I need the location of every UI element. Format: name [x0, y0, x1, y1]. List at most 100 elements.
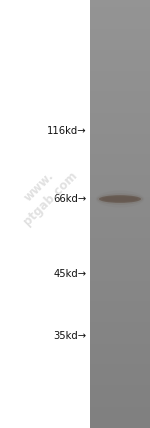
Bar [90, 238, 150, 240]
Bar [90, 254, 150, 256]
Bar [90, 241, 150, 243]
Bar [90, 244, 150, 245]
Bar [90, 53, 150, 54]
Bar [90, 337, 150, 338]
Bar [90, 23, 150, 24]
Bar [90, 36, 150, 37]
Bar [90, 368, 150, 369]
Bar [90, 402, 150, 404]
Bar [90, 187, 150, 188]
Bar [90, 220, 150, 221]
Bar [90, 151, 150, 153]
Bar [90, 312, 150, 314]
Bar [90, 59, 150, 60]
Bar [90, 427, 150, 428]
Bar [90, 251, 150, 253]
Bar [90, 138, 150, 140]
Bar [90, 208, 150, 210]
Bar [90, 120, 150, 121]
Bar [90, 375, 150, 377]
Bar [90, 48, 150, 50]
Bar [90, 117, 150, 119]
Bar [90, 377, 150, 378]
Bar [90, 351, 150, 352]
Bar [90, 214, 150, 215]
Bar [90, 372, 150, 374]
Bar [90, 108, 150, 110]
Bar [90, 325, 150, 327]
Bar [90, 168, 150, 170]
Bar [90, 232, 150, 234]
Bar [90, 18, 150, 20]
Bar [90, 185, 150, 187]
Bar [90, 297, 150, 298]
Bar [90, 342, 150, 344]
Bar [90, 143, 150, 144]
Bar [90, 127, 150, 128]
Bar [90, 90, 150, 91]
Bar [90, 416, 150, 418]
Bar [90, 294, 150, 295]
Bar [90, 7, 150, 9]
Bar [90, 270, 150, 271]
Bar [90, 191, 150, 193]
Bar [90, 414, 150, 415]
Bar [90, 382, 150, 384]
Bar [90, 365, 150, 367]
Bar [90, 200, 150, 201]
Bar [90, 277, 150, 278]
Bar [90, 327, 150, 328]
Bar [90, 253, 150, 254]
Bar [90, 171, 150, 172]
Bar [90, 265, 150, 267]
Bar [90, 124, 150, 125]
Bar [90, 210, 150, 211]
Bar [90, 26, 150, 27]
Bar [90, 213, 150, 214]
Bar [90, 257, 150, 258]
Bar [90, 141, 150, 143]
Bar [90, 202, 150, 204]
Bar [90, 175, 150, 177]
Bar [90, 228, 150, 230]
Bar [90, 147, 150, 149]
Bar [90, 107, 150, 108]
Bar [90, 295, 150, 297]
Bar [90, 76, 150, 77]
Bar [90, 12, 150, 13]
Bar [90, 198, 150, 200]
Bar [90, 56, 150, 57]
Bar [90, 0, 150, 1]
Bar [90, 29, 150, 30]
Bar [90, 84, 150, 86]
Bar [90, 172, 150, 174]
Bar [90, 309, 150, 311]
Bar [90, 83, 150, 84]
Bar [90, 146, 150, 147]
Bar [90, 344, 150, 345]
Bar [90, 330, 150, 331]
Bar [90, 46, 150, 47]
Bar [90, 81, 150, 83]
Bar [90, 290, 150, 291]
Bar [90, 63, 150, 64]
Bar [90, 287, 150, 288]
Bar [90, 100, 150, 101]
Text: 116kd→: 116kd→ [47, 125, 86, 136]
Ellipse shape [102, 196, 138, 202]
Bar [90, 301, 150, 303]
Bar [90, 123, 150, 124]
Bar [90, 157, 150, 158]
Bar [90, 230, 150, 231]
Bar [90, 348, 150, 350]
Bar [90, 64, 150, 65]
Bar [90, 237, 150, 238]
Bar [90, 399, 150, 401]
Bar [90, 94, 150, 95]
Bar [90, 89, 150, 90]
Bar [90, 33, 150, 34]
Bar [90, 285, 150, 287]
Bar [90, 288, 150, 290]
Bar [90, 401, 150, 402]
Bar [90, 339, 150, 341]
